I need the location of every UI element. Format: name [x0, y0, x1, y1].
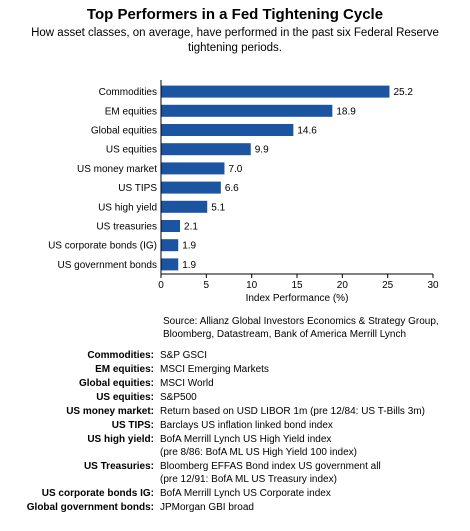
definition-text: Bloomberg EFFAS Bond index US government…	[160, 460, 460, 486]
chart-title: Top Performers in a Fed Tightening Cycle	[86, 6, 384, 23]
category-label: US high yield	[98, 202, 157, 213]
bar	[161, 104, 333, 117]
definition-line: Barclays US inflation linked bond index	[160, 420, 333, 431]
data-label: 5.1	[211, 202, 225, 213]
bar-chart: Commodities 25.2 EM equities 18.9 Global equ…	[48, 80, 439, 304]
category-label: US equities	[106, 145, 157, 156]
bar	[161, 143, 251, 156]
bar	[161, 220, 181, 232]
definition-line: (pre 8/86: BofA ML US High Yield 100 ind…	[160, 447, 357, 458]
definition-row: Global government bonds: JPMorgan GBI bro…	[0, 501, 470, 514]
data-label: 2.1	[184, 222, 198, 233]
definition-line: (pre 12/91: BofA ML US Treasury index)	[160, 474, 337, 485]
definition-term: Global equities:	[78, 378, 154, 389]
data-label: 9.9	[255, 145, 269, 156]
category-label: Global equities	[91, 126, 157, 137]
index-definitions: Commodities: S&P GSCI EM equities: MSCI Eme…	[0, 349, 470, 515]
definition-term: US equities:	[96, 392, 154, 403]
definition-row: US corporate bonds IG: BofA Merrill Lynch…	[0, 487, 470, 500]
definition-term: US Treasuries:	[83, 461, 154, 472]
definition-text: Barclays US inflation linked bond index	[160, 419, 460, 432]
definition-term: US TIPS:	[111, 420, 154, 431]
definition-term: Commodities:	[87, 350, 154, 361]
x-tick-label: 0	[158, 280, 164, 291]
x-tick-label: 5	[204, 280, 210, 291]
x-tick-label: 10	[246, 280, 258, 291]
category-label: US government bonds	[57, 260, 157, 271]
bar	[161, 258, 179, 271]
data-label: 25.2	[393, 87, 413, 98]
category-label: US corporate bonds (IG)	[48, 241, 157, 252]
definition-row: US TIPS: Barclays US inflation linked bon…	[0, 419, 470, 432]
definition-text: BofA Merrill Lynch US Corporate index	[160, 487, 460, 500]
definition-text: MSCI Emerging Markets	[160, 363, 460, 376]
definition-line: S&P GSCI	[160, 350, 208, 361]
definition-term: US money market:	[66, 406, 154, 417]
definition-term: US high yield:	[87, 434, 154, 445]
category-label: US money market	[77, 164, 157, 175]
definition-line: S&P500	[160, 392, 197, 403]
chart-subtitle: How asset classes, on average, have perf…	[31, 27, 439, 54]
data-label: 18.9	[336, 106, 356, 117]
bar	[161, 239, 179, 252]
x-tick-label: 15	[291, 280, 303, 291]
definition-text: MSCI World	[160, 377, 460, 390]
definition-term: EM equities:	[95, 364, 154, 375]
definition-text: S&P500	[160, 391, 460, 404]
definition-row: Global equities: MSCI World	[0, 377, 470, 390]
definition-line: BofA Merrill Lynch US Corporate index	[160, 488, 331, 499]
data-label: 6.6	[225, 183, 239, 194]
x-axis-title: Index Performance (%)	[246, 293, 349, 304]
definition-text: S&P GSCI	[160, 349, 460, 362]
category-label: US treasuries	[96, 222, 157, 233]
x-tick-label: 30	[427, 280, 439, 291]
definition-row: Commodities: S&P GSCI	[0, 349, 470, 362]
bar	[161, 85, 390, 98]
data-label: 14.6	[297, 126, 317, 137]
definition-term: US corporate bonds IG:	[41, 488, 154, 499]
category-label: US TIPS	[118, 183, 157, 194]
definition-row: US high yield: BofA Merrill Lynch US High…	[0, 433, 470, 459]
category-label: Commodities	[99, 87, 157, 98]
bar	[161, 124, 294, 136]
bar	[161, 181, 221, 194]
definition-row: US equities: S&P500	[0, 391, 470, 404]
definition-line: MSCI World	[160, 378, 214, 389]
definition-line: Bloomberg EFFAS Bond index US government…	[160, 461, 381, 472]
data-label: 1.9	[182, 241, 196, 252]
category-label: EM equities	[105, 106, 157, 117]
data-label: 7.0	[228, 164, 242, 175]
definition-line: MSCI Emerging Markets	[160, 364, 269, 375]
source-note: Source: Allianz Global Investors Economi…	[163, 316, 439, 340]
definition-line: JPMorgan GBI broad	[160, 502, 254, 513]
definition-text: JPMorgan GBI broad	[160, 501, 460, 514]
bar	[161, 162, 225, 175]
definition-term: Global government bonds:	[26, 502, 154, 513]
definition-text: Return based on USD LIBOR 1m (pre 12/84:…	[160, 405, 460, 418]
data-label: 1.9	[182, 260, 196, 271]
bar	[161, 200, 208, 213]
x-tick-label: 20	[337, 280, 349, 291]
definition-line: Return based on USD LIBOR 1m (pre 12/84:…	[160, 406, 425, 417]
definition-line: BofA Merrill Lynch US High Yield index	[160, 434, 332, 445]
definition-row: US money market: Return based on USD LIBO…	[0, 405, 470, 418]
x-tick-label: 25	[382, 280, 394, 291]
definition-row: US Treasuries: Bloomberg EFFAS Bond index…	[0, 460, 470, 486]
definition-text: BofA Merrill Lynch US High Yield index (p…	[160, 433, 460, 459]
definition-row: EM equities: MSCI Emerging Markets	[0, 363, 470, 376]
